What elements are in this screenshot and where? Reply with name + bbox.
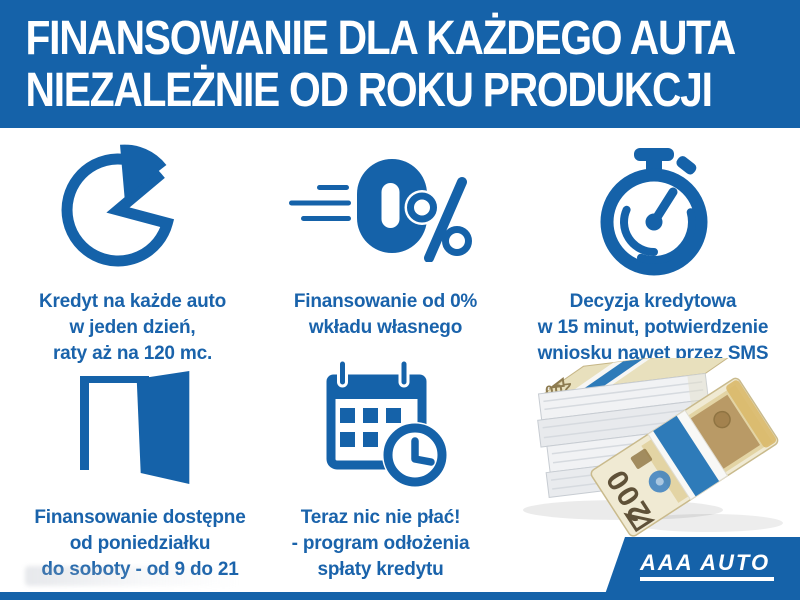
aaa-auto-logo-text: AAA AUTO bbox=[640, 550, 771, 575]
stopwatch-icon bbox=[600, 148, 708, 276]
logo-underline bbox=[640, 577, 774, 581]
aaa-auto-logo: AAA AUTO bbox=[603, 537, 800, 600]
zero-percent-icon bbox=[289, 159, 472, 262]
feature-caption-deferral: Teraz nic nie płać! - program odłożenia … bbox=[291, 507, 470, 580]
pie-chart-icon bbox=[61, 144, 175, 267]
banner-title-line-1: FINANSOWANIE DLA KAŻDEGO AUTA bbox=[25, 12, 737, 65]
bottom-accent-strip bbox=[0, 592, 800, 600]
money-stacks-photo: 200 200 bbox=[523, 358, 783, 537]
feature-caption-decision: Decyzja kredytowa w 15 minut, potwierdze… bbox=[537, 291, 769, 364]
open-door-icon bbox=[80, 371, 190, 484]
banner: FINANSOWANIE DLA KAŻDEGO AUTA NIEZALEŻNI… bbox=[0, 0, 800, 128]
watermark bbox=[25, 566, 240, 586]
speed-line-icon bbox=[317, 185, 349, 190]
speed-line-icon bbox=[289, 200, 351, 206]
speed-line-icon bbox=[301, 216, 351, 221]
feature-caption-zero-percent: Finansowanie od 0% wkładu własnego bbox=[293, 291, 478, 338]
feature-caption-credit: Kredyt na każde auto w jeden dzień, raty… bbox=[38, 291, 227, 364]
banner-title-line-2: NIEZALEŻNIE OD ROKU PRODUKCJI bbox=[25, 64, 713, 117]
banner-title: FINANSOWANIE DLA KAŻDEGO AUTA NIEZALEŻNI… bbox=[0, 0, 737, 117]
feature-caption-availability: Finansowanie dostępne od poniedziałku do… bbox=[34, 507, 246, 580]
calendar-clock-icon bbox=[326, 358, 448, 488]
